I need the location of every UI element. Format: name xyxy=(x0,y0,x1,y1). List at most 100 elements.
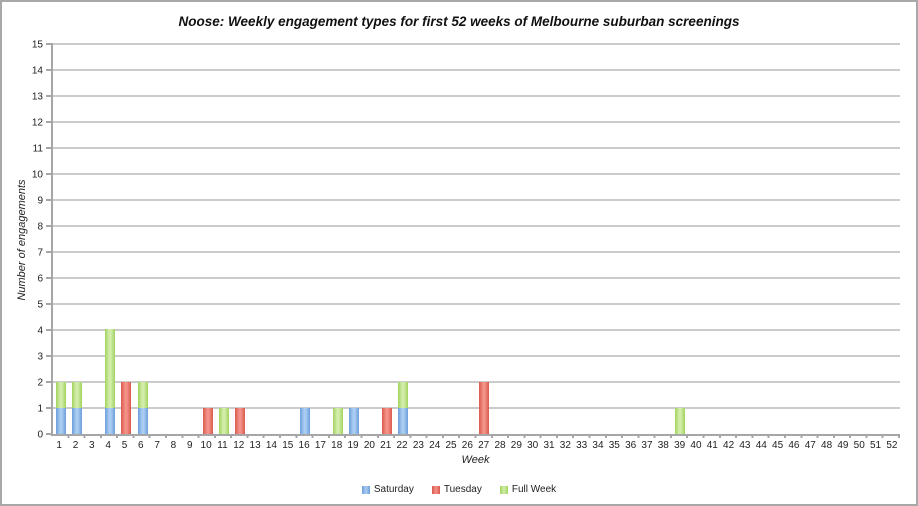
x-axis-tick-label: 21 xyxy=(380,440,392,451)
y-axis-tick xyxy=(46,95,53,98)
legend-swatch xyxy=(431,485,440,494)
week-slot xyxy=(655,44,671,434)
week-slot xyxy=(835,44,851,434)
week-slot xyxy=(411,44,427,434)
gridline xyxy=(53,147,900,149)
week-slot xyxy=(314,44,330,434)
bars-layer xyxy=(53,44,900,434)
x-axis-ticks xyxy=(53,434,900,438)
bar-segment-full-week xyxy=(218,407,229,434)
week-slot xyxy=(802,44,818,434)
y-axis-tick xyxy=(46,381,53,384)
x-axis-tick-label: 5 xyxy=(121,440,128,451)
bar-segment-saturday xyxy=(72,407,83,434)
x-axis-tick-label: 51 xyxy=(870,440,882,451)
y-axis-tick xyxy=(46,121,53,123)
bar-stack xyxy=(398,381,409,434)
week-slot xyxy=(102,44,118,434)
x-axis-tick-label: 33 xyxy=(576,440,588,451)
week-slot xyxy=(509,44,525,434)
y-axis-tick-label: 12 xyxy=(31,117,43,129)
x-axis-tick-label: 32 xyxy=(559,440,571,451)
y-axis-tick-label: 15 xyxy=(31,39,43,51)
y-axis-tick-label: 11 xyxy=(32,143,43,155)
y-axis-tick xyxy=(46,199,53,201)
week-slot xyxy=(737,44,753,434)
bar-segment-full-week xyxy=(72,381,83,408)
chart-title: Noose: Weekly engagement types for first… xyxy=(178,14,740,29)
week-slot xyxy=(69,44,85,434)
legend-label: Tuesday xyxy=(443,484,482,495)
bar-segment-saturday xyxy=(104,407,115,434)
y-axis-tick-label: 14 xyxy=(31,65,43,77)
x-axis-tick-label: 39 xyxy=(674,440,686,451)
bar-segment-full-week xyxy=(56,381,67,408)
bar-segment-tuesday xyxy=(381,407,392,434)
week-slot xyxy=(86,44,102,434)
gridline xyxy=(53,121,900,123)
y-axis-tick-label: 7 xyxy=(37,247,43,259)
legend-item-tuesday: Tuesday xyxy=(431,484,482,495)
y-axis-tick-label: 5 xyxy=(37,299,43,311)
x-axis-tick-label: 44 xyxy=(755,440,767,451)
bar-segment-full-week xyxy=(332,407,343,434)
y-axis-tick-label: 8 xyxy=(37,221,43,233)
bar-segment-tuesday xyxy=(121,381,132,434)
x-axis-tick-label: 6 xyxy=(138,440,144,451)
week-slot xyxy=(183,44,199,434)
y-axis-tick-label: 2 xyxy=(37,377,43,389)
y-axis-tick xyxy=(46,355,53,357)
x-axis-tick-label: 15 xyxy=(282,440,294,451)
x-axis-tick-label: 31 xyxy=(543,440,555,451)
x-axis-tick-label: 24 xyxy=(429,440,441,451)
x-axis-tick-label: 7 xyxy=(154,440,160,451)
x-axis-tick-label: 1 xyxy=(56,440,62,451)
bar-segment-saturday xyxy=(56,407,67,434)
x-axis-tick-label: 43 xyxy=(739,440,751,451)
week-slot xyxy=(167,44,183,434)
gridline xyxy=(53,303,900,306)
legend-item-full-week: Full Week xyxy=(499,484,557,495)
week-slot xyxy=(590,44,606,434)
y-axis-tick-label: 13 xyxy=(31,91,43,103)
gridline xyxy=(53,173,900,176)
y-axis-title: Number of engagements xyxy=(16,179,28,301)
week-slot xyxy=(851,44,867,434)
y-axis-tick xyxy=(46,147,53,149)
week-slot xyxy=(867,44,883,434)
x-axis-tick-label: 8 xyxy=(170,440,177,451)
week-slot xyxy=(818,44,834,434)
x-axis-tick-label: 2 xyxy=(72,440,79,451)
y-axis-tick xyxy=(46,433,53,435)
legend-label: Full Week xyxy=(511,484,557,495)
x-axis-tick-label: 11 xyxy=(217,440,228,451)
y-axis-tick xyxy=(46,251,53,253)
bar-stack xyxy=(300,407,311,434)
legend: Saturday Tuesday Full Week xyxy=(2,484,916,495)
x-axis-tick-label: 38 xyxy=(657,440,669,451)
y-axis-tick xyxy=(46,329,53,332)
y-axis-tick xyxy=(46,225,53,228)
y-axis-tick-label: 9 xyxy=(37,195,43,207)
x-axis-tick-label: 17 xyxy=(314,440,326,451)
x-axis-title: Week xyxy=(461,454,490,466)
x-axis-tick-label: 48 xyxy=(821,440,833,451)
week-slot xyxy=(476,44,492,434)
gridline xyxy=(53,381,900,384)
week-slot xyxy=(769,44,785,434)
bar-segment-full-week xyxy=(137,381,148,408)
bar-stack xyxy=(121,381,132,434)
y-axis-tick xyxy=(46,277,53,279)
x-axis-tick-label: 42 xyxy=(723,440,735,451)
x-axis-tick-label: 47 xyxy=(804,440,816,451)
week-slot xyxy=(216,44,232,434)
bar-stack xyxy=(381,407,392,434)
y-axis-tick xyxy=(46,407,53,410)
week-slot xyxy=(525,44,541,434)
gridline xyxy=(53,95,900,98)
week-slot xyxy=(721,44,737,434)
week-slot xyxy=(346,44,362,434)
y-axis-tick-label: 4 xyxy=(37,325,43,337)
gridline xyxy=(53,69,900,71)
